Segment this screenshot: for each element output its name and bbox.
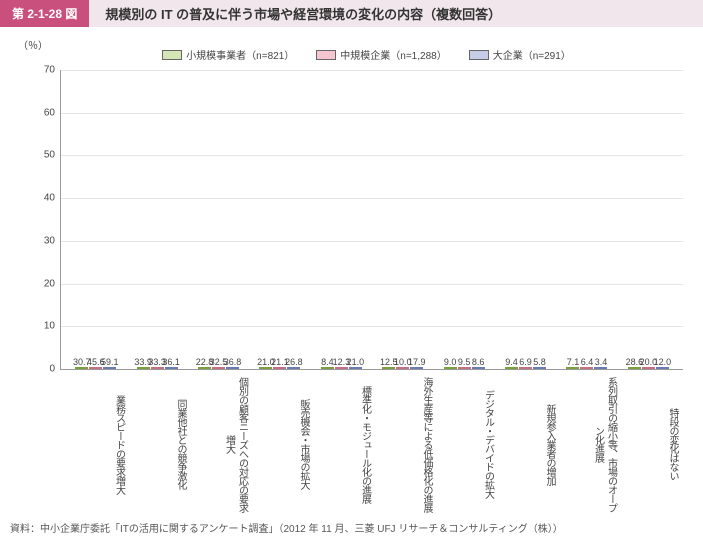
legend-item-small: 小規模事業者（n=821）: [162, 47, 294, 62]
bar-l: 26.8: [287, 367, 300, 369]
bars-container: 30.745.659.133.933.336.122.832.536.821.0…: [61, 70, 683, 369]
bar-value: 9.0: [444, 357, 457, 367]
bar-group: 8.412.321.0: [311, 367, 372, 369]
bar-group: 9.46.95.8: [495, 367, 556, 369]
bar-l: 17.9: [410, 367, 423, 369]
figure-label: 第 2-1-28 図: [0, 0, 89, 27]
y-tick: 0: [49, 364, 61, 375]
grid-line: [61, 113, 683, 114]
x-label: 個別の顧客ニーズへの対応の要求増大: [187, 374, 249, 514]
bar-value: 3.4: [595, 357, 608, 367]
y-tick: 30: [44, 235, 61, 246]
bar-s: 30.7: [75, 367, 88, 369]
bar-m: 9.5: [458, 367, 471, 369]
bar-m: 33.3: [151, 367, 164, 369]
bar-m: 20.0: [642, 367, 655, 369]
y-axis-label: （％）: [18, 37, 48, 52]
x-label: デジタル・デバイドの拡大: [433, 374, 495, 514]
bar-s: 9.0: [444, 367, 457, 369]
swatch-small: [162, 50, 182, 60]
figure-title: 規模別の IT の普及に伴う市場や経営環境の変化の内容（複数回答）: [89, 0, 703, 27]
bar-group: 30.745.659.1: [65, 367, 126, 369]
x-label: 海外生産等による低価格化の進展: [372, 374, 434, 514]
bar-l: 8.6: [472, 367, 485, 369]
grid-line: [61, 198, 683, 199]
legend: 小規模事業者（n=821） 中規模企業（n=1,288） 大企業（n=291）: [50, 47, 683, 62]
grid-line: [61, 70, 683, 71]
x-label: 特段の変化はない: [618, 374, 680, 514]
bar-group: 33.933.336.1: [126, 367, 187, 369]
bar-l: 36.8: [226, 367, 239, 369]
bar-s: 21.0: [259, 367, 272, 369]
swatch-large: [469, 50, 489, 60]
bar-value: 36.8: [224, 357, 242, 367]
bar-value: 6.9: [519, 357, 532, 367]
bar-l: 3.4: [594, 367, 607, 369]
y-tick: 70: [44, 65, 61, 76]
bar-m: 45.6: [89, 367, 102, 369]
legend-item-large: 大企業（n=291）: [469, 47, 571, 62]
legend-item-medium: 中規模企業（n=1,288）: [316, 47, 446, 62]
bar-m: 10.0: [396, 367, 409, 369]
grid-line: [61, 326, 683, 327]
bar-l: 21.0: [349, 367, 362, 369]
x-label: 標準化・モジュール化の進展: [310, 374, 372, 514]
grid-line: [61, 241, 683, 242]
bar-s: 7.1: [566, 367, 579, 369]
bar-value: 9.5: [458, 357, 471, 367]
bar-s: 12.5: [382, 367, 395, 369]
plot: 30.745.659.133.933.336.122.832.536.821.0…: [60, 70, 683, 370]
grid-line: [61, 284, 683, 285]
x-label: 販売機会・市場の拡大: [249, 374, 311, 514]
bar-s: 22.8: [198, 367, 211, 369]
bar-value: 6.4: [581, 357, 594, 367]
bar-m: 6.4: [580, 367, 593, 369]
chart-area: （％） 小規模事業者（n=821） 中規模企業（n=1,288） 大企業（n=2…: [0, 37, 703, 514]
bar-value: 8.6: [472, 357, 485, 367]
bar-group: 12.510.017.9: [372, 367, 433, 369]
bar-value: 9.4: [505, 357, 518, 367]
legend-label-small: 小規模事業者（n=821）: [186, 47, 294, 62]
y-tick: 10: [44, 321, 61, 332]
bar-s: 8.4: [321, 367, 334, 369]
bar-value: 59.1: [101, 357, 119, 367]
x-label: 新規参入業者の増加: [495, 374, 557, 514]
bar-s: 28.6: [628, 367, 641, 369]
bar-group: 9.09.58.6: [433, 367, 494, 369]
y-tick: 40: [44, 193, 61, 204]
bar-l: 5.8: [533, 367, 546, 369]
bar-value: 17.9: [408, 357, 426, 367]
bar-value: 36.1: [162, 357, 180, 367]
figure-header: 第 2-1-28 図 規模別の IT の普及に伴う市場や経営環境の変化の内容（複…: [0, 0, 703, 27]
y-tick: 20: [44, 278, 61, 289]
bar-value: 7.1: [567, 357, 580, 367]
bar-l: 36.1: [165, 367, 178, 369]
x-label: 系列取引の縮小等、市場のオープン化進展: [556, 374, 618, 514]
bar-group: 22.832.536.8: [188, 367, 249, 369]
bar-l: 59.1: [103, 367, 116, 369]
bar-value: 12.0: [654, 357, 672, 367]
bar-s: 9.4: [505, 367, 518, 369]
x-label: 同業他社との競争激化: [126, 374, 188, 514]
bar-m: 12.3: [335, 367, 348, 369]
bar-group: 28.620.012.0: [618, 367, 679, 369]
y-tick: 50: [44, 150, 61, 161]
bar-s: 33.9: [137, 367, 150, 369]
legend-label-large: 大企業（n=291）: [493, 47, 571, 62]
grid-line: [61, 155, 683, 156]
bar-m: 6.9: [519, 367, 532, 369]
bar-value: 5.8: [533, 357, 546, 367]
bar-group: 21.021.126.8: [249, 367, 310, 369]
y-tick: 60: [44, 107, 61, 118]
bar-m: 32.5: [212, 367, 225, 369]
bar-value: 26.8: [285, 357, 303, 367]
bar-m: 21.1: [273, 367, 286, 369]
legend-label-medium: 中規模企業（n=1,288）: [340, 47, 446, 62]
bar-l: 12.0: [656, 367, 669, 369]
x-axis-labels: 業務スピードの要求増大同業他社との競争激化個別の顧客ニーズへの対応の要求増大販売…: [60, 370, 683, 514]
bar-group: 7.16.43.4: [556, 367, 617, 369]
x-label: 業務スピードの要求増大: [64, 374, 126, 514]
swatch-medium: [316, 50, 336, 60]
bar-value: 21.0: [347, 357, 365, 367]
